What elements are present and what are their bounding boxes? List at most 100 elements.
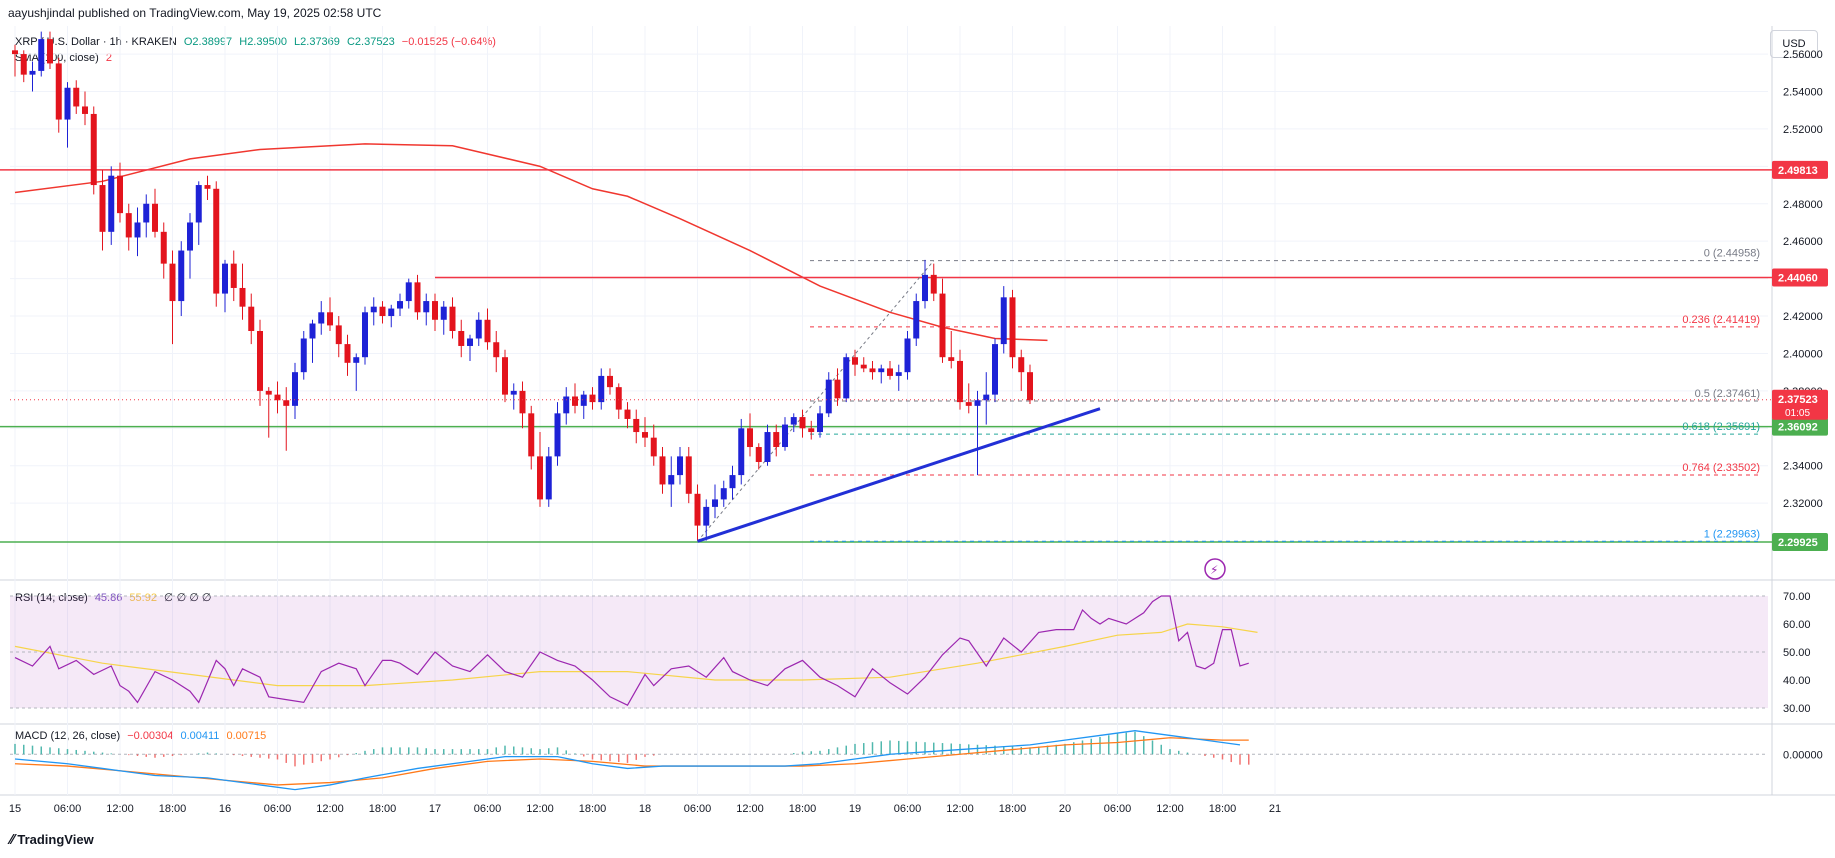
candle-body [502, 357, 508, 395]
candle-body [1018, 357, 1025, 373]
time-tick-label: 12:00 [316, 803, 344, 815]
rsi-tick-label: 30.00 [1783, 703, 1811, 715]
candle-body [668, 475, 675, 485]
candle-body [922, 274, 928, 302]
price-tick-label: 2.54000 [1783, 86, 1823, 98]
tradingview-logo[interactable]: ⁄⁄ TradingView [10, 832, 94, 848]
candle-body [913, 301, 920, 339]
price-tick-label: 2.42000 [1783, 311, 1823, 323]
lightning-glyph: ⚡ [1210, 563, 1218, 577]
candle-body [519, 390, 526, 414]
last-price-label: 2.37523 [1778, 394, 1818, 406]
price-tick-label: 2.32000 [1783, 498, 1823, 510]
time-tick-label: 18:00 [789, 803, 817, 815]
time-tick-label: 15 [9, 803, 21, 815]
candle-body [650, 437, 657, 457]
macd-legend: MACD (12, 26, close) −0.00304 0.00411 0.… [15, 730, 270, 742]
time-tick-label: 06:00 [894, 803, 922, 815]
candle-body [799, 417, 806, 429]
candle-body [423, 301, 430, 313]
time-tick-label: 18:00 [1209, 803, 1237, 815]
price-tick-label: 2.34000 [1783, 461, 1823, 473]
currency-button[interactable]: USD [1770, 30, 1818, 58]
candle-body [983, 394, 990, 401]
candle-body [773, 432, 780, 448]
sma-label[interactable]: SMA (100, close) [15, 52, 99, 64]
candle-body [90, 113, 97, 186]
candle-body [554, 413, 561, 457]
candle-body [895, 372, 902, 376]
candle-body [1027, 372, 1033, 401]
candle-body [817, 413, 823, 433]
candle-body [117, 175, 123, 214]
candle-body [379, 306, 386, 317]
candle-body [528, 413, 535, 457]
time-tick-label: 18:00 [999, 803, 1027, 815]
candle-body [572, 396, 578, 406]
rsi-legend: RSI (14, close) 45.86 55.92 ∅ ∅ ∅ ∅ [15, 591, 216, 604]
candle-body [230, 263, 237, 288]
time-tick-label: 06:00 [264, 803, 292, 815]
time-tick-label: 12:00 [736, 803, 764, 815]
candle-body [388, 308, 395, 317]
price-tick-label: 2.46000 [1783, 236, 1823, 248]
time-tick-label: 18:00 [369, 803, 397, 815]
candle-body [939, 293, 946, 358]
rsi-tick-label: 60.00 [1783, 619, 1811, 631]
candle-body [825, 379, 832, 414]
rsi-extra: ∅ ∅ ∅ ∅ [164, 592, 212, 604]
candle-body [82, 106, 88, 114]
rsi-line [14, 595, 1249, 706]
time-tick-label: 06:00 [1104, 803, 1132, 815]
candle-body [99, 185, 106, 232]
open-value: O2.38997 [183, 36, 233, 48]
candle-body [904, 338, 911, 373]
candle-body [607, 375, 613, 388]
candle-body [563, 396, 570, 414]
last-price-tag [1772, 389, 1828, 420]
candle-body [274, 394, 281, 401]
time-tick-label: 06:00 [684, 803, 712, 815]
price-tick-label: 2.40000 [1783, 348, 1823, 360]
candle-body [370, 306, 377, 313]
candle-body [677, 456, 683, 476]
candle-body [965, 402, 972, 406]
candle-body [755, 447, 762, 462]
rsi-label[interactable]: RSI (14, close) [15, 592, 88, 604]
candle-body [738, 428, 745, 476]
candle-body [974, 400, 981, 406]
candle-body [545, 456, 552, 500]
candle-body [195, 185, 202, 223]
candle-body [458, 331, 465, 346]
level-price-label: 2.29925 [1778, 537, 1818, 549]
countdown-label: 01:05 [1785, 408, 1810, 419]
candle-body [414, 282, 421, 313]
candle-body [55, 63, 62, 120]
symbol-label[interactable]: XRP / U.S. Dollar · 1h · KRAKEN [15, 36, 177, 48]
candle-body [125, 213, 132, 238]
rsi-tick-label: 70.00 [1783, 591, 1811, 603]
candle-body [1000, 297, 1007, 345]
change-value: −0.01525 (−0.64%) [401, 36, 496, 48]
candle-body [300, 338, 307, 373]
high-value: H2.39500 [239, 36, 287, 48]
rsi-value: 45.86 [94, 592, 123, 604]
rsi-ma-value: 55.92 [129, 592, 157, 604]
level-price-label: 2.49813 [1778, 165, 1818, 177]
tradingview-logo-text: TradingView [17, 832, 94, 847]
candle-body [73, 87, 80, 107]
candle-body [685, 456, 692, 494]
candle-body [309, 323, 316, 339]
fib-level-label: 0.764 (2.33502) [1682, 462, 1760, 474]
candle-body [633, 418, 640, 433]
candle-body [869, 368, 876, 373]
candle-body [318, 312, 325, 324]
candle-body [957, 360, 963, 403]
candle-body [1009, 297, 1016, 358]
candle-body [327, 312, 333, 326]
candle-body [239, 287, 246, 307]
fib-level-label: 0.618 (2.35691) [1682, 421, 1760, 433]
candle-body [843, 357, 850, 399]
candle-body [510, 390, 517, 395]
